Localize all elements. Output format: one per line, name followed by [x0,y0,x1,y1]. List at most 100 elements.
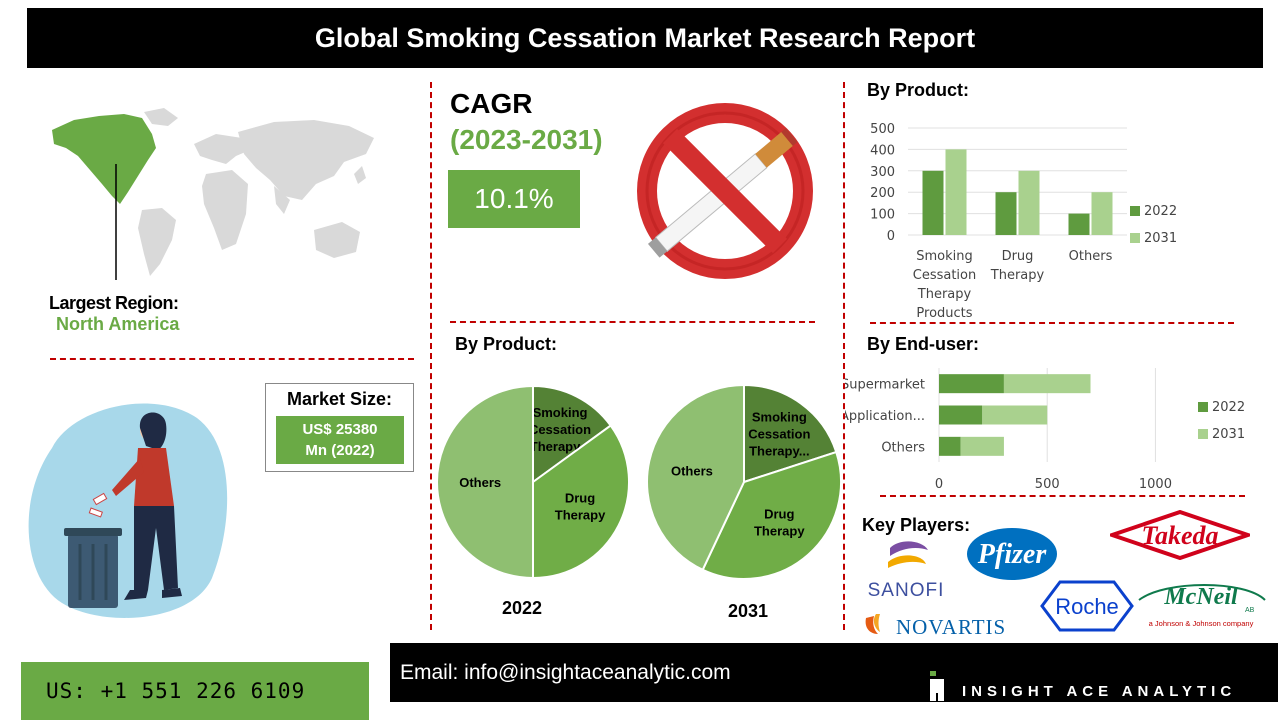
jnj-tagline: a Johnson & Johnson company [1149,619,1254,628]
roche-logo: Roche [1040,580,1134,632]
hbar-category-label: Application... [845,409,925,424]
bar-category-label: Therapy [917,287,972,302]
world-map-icon [52,108,374,280]
divider-right [843,82,845,630]
hbar-category-label: Supermarket [845,378,925,393]
pie-slice-2 [436,385,534,579]
market-size-label: Market Size: [286,389,393,409]
pie-slice-label: Drug [764,507,794,522]
hbar-x-tick: 500 [1035,477,1060,492]
pie-slice-1 [701,450,842,580]
hbar-2022-2 [939,436,961,456]
takeda-logo: Takeda [1110,510,1250,560]
hbar-2031-2 [960,436,1004,456]
largest-region-value: North America [56,314,180,334]
hbar-2022-0 [939,374,1004,394]
market-size-value: US$ 25380 Mn (2022) [276,416,404,464]
by-product-bar-chart: 0 100 200 300 400 500 Smoking Cessation Therapy P… [870,122,1177,321]
hbar-2031-1 [982,405,1048,425]
pfizer-logo: Pfizer [967,528,1057,580]
pie-slice-label: Smoking [752,409,807,424]
bar-y-tick: 300 [870,165,895,180]
market-size-value-line1: US$ 25380 [302,421,378,438]
hbar-legend-swatch-2022 [1198,402,1208,412]
pie-slice-label: Therapy [754,524,805,539]
bar-category-label: Therapy [990,268,1045,283]
takeda-logo-text: Takeda [1141,521,1218,550]
pie-chart-2031: Smoking Cessation Therapy... Drug Therapy Oth… [646,384,842,580]
hbar-2031-0 [1003,374,1091,394]
bar-category-label: Others [1069,249,1113,264]
pfizer-logo-text: Pfizer [977,539,1048,570]
mcneil-logo-ab: AB [1245,607,1255,614]
pie-slice-label: Drug [565,490,595,505]
bar-legend-label: 2031 [1144,231,1177,246]
no-smoking-icon [637,103,813,279]
bar-y-tick: 100 [870,208,895,223]
market-size-value-line2: Mn (2022) [305,442,375,459]
pie-slice-2 [646,384,745,572]
divider-region [50,358,414,360]
divider-right-top [870,322,1234,324]
cagr-value: 10.1% [448,170,580,228]
key-players-heading: Key Players: [862,515,971,535]
pie-slice-0 [532,385,613,484]
by-end-user-bar-chart: 0 500 1000 Supermarket Application... Others 2… [845,368,1245,492]
by-product-bar-heading: By Product: [867,80,970,100]
hbar-legend-swatch-2031 [1198,429,1208,439]
by-product-pie-heading: By Product: [455,334,558,354]
brand-logo-icon [930,671,944,701]
hbar-legend-label: 2031 [1212,427,1245,442]
pie-slice-label: Therapy... [749,443,809,458]
cagr-period: (2023-2031) [450,124,603,155]
bar-2022-0 [922,170,944,235]
bar-legend-swatch-2031 [1130,233,1140,243]
bar-y-tick: 500 [870,122,895,137]
bar-2031-0 [945,149,967,235]
pie-slice-label: Others [671,463,713,478]
bar-2022-1 [995,192,1017,235]
footer-phone: US: +1 551 226 6109 [21,662,369,720]
cagr-label: CAGR [450,88,533,119]
novartis-logo-text: NOVARTIS [896,615,1006,638]
mcneil-logo-text: McNeil [1163,584,1238,610]
footer-email: Email: info@insightaceanalytic.com [400,661,731,684]
bar-2031-1 [1018,170,1040,235]
pie-slice-label: Cessation [529,422,591,437]
hbar-x-tick: 0 [935,477,943,492]
bar-category-label: Smoking [916,249,973,264]
pie-chart-2022: SmokingCessationTherapy...DrugTherapyOth… [436,385,630,579]
divider-left [430,82,432,630]
bar-2031-2 [1091,192,1113,235]
pie-slice-label: Others [459,475,501,490]
largest-region-label: Largest Region: [49,293,179,313]
hbar-legend-label: 2022 [1212,400,1245,415]
bar-category-label: Drug [1002,249,1034,264]
by-end-user-heading: By End-user: [867,334,980,354]
bar-category-label: Products [916,306,972,321]
sanofi-logo-text: SANOFI [868,580,945,600]
woman-trash-illustration [28,403,228,618]
novartis-logo: NOVARTIS [865,614,1006,638]
bar-y-tick: 200 [870,186,895,201]
footer-email-bar: Email: info@insightaceanalytic.com INSIG… [390,643,1278,702]
bar-legend-swatch-2022 [1130,206,1140,216]
mcneil-logo: McNeil AB a Johnson & Johnson company [1138,584,1266,628]
pie-slice-0 [743,384,838,484]
bar-category-label: Cessation [913,268,977,283]
hbar-category-label: Others [881,440,925,455]
pie-slice-label: Therapy [555,507,606,522]
pie-slice-label: Smoking [533,405,588,420]
roche-logo-text: Roche [1055,594,1119,619]
divider-right-mid [880,495,1245,497]
hbar-2022-1 [939,405,983,425]
report-title: Global Smoking Cessation Market Research… [27,8,1263,68]
divider-center [450,321,815,323]
bar-y-tick: 0 [887,229,895,244]
pie-year-2022: 2022 [502,598,543,618]
pie-year-2031: 2031 [728,601,769,621]
sanofi-logo: SANOFI [868,541,945,600]
bar-legend-label: 2022 [1144,204,1177,219]
market-size-card: Market Size: US$ 25380 Mn (2022) [265,383,414,472]
bar-y-tick: 400 [870,143,895,158]
